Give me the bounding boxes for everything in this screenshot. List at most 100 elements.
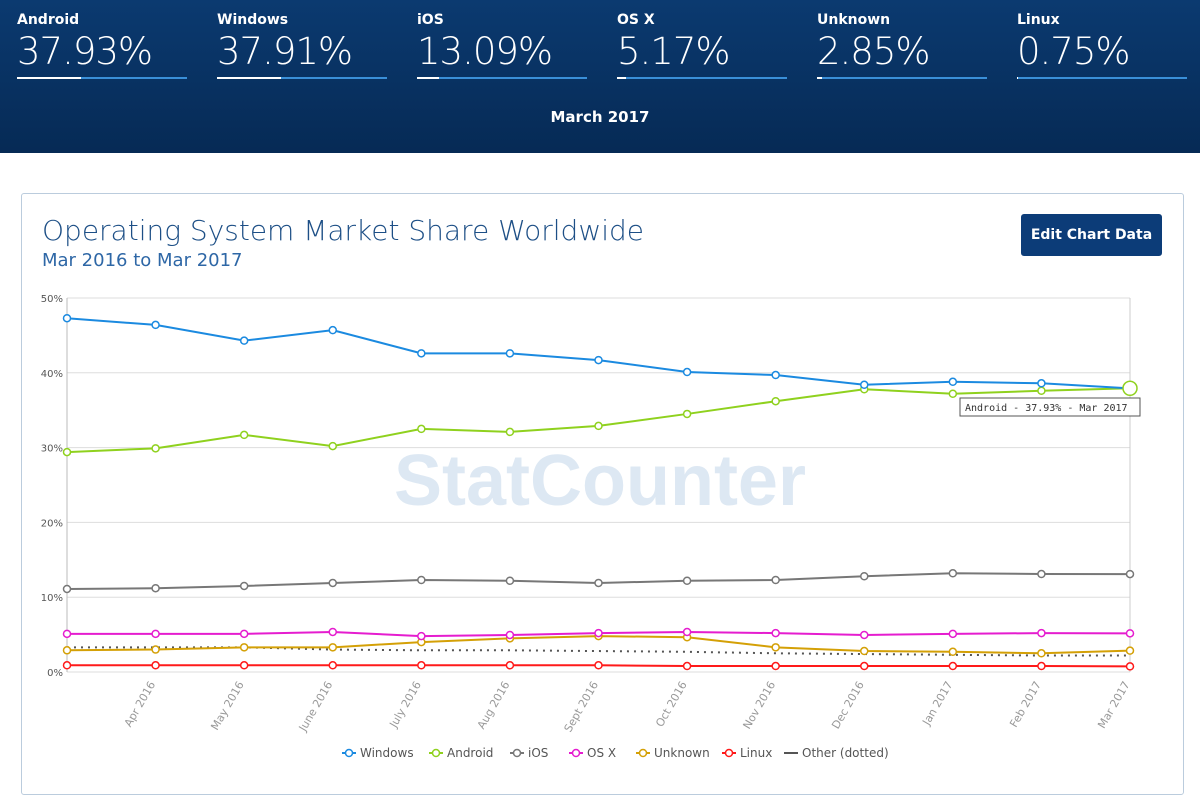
data-point[interactable] (328, 578, 337, 588)
chart-title: Operating System Market Share Worldwide (42, 214, 644, 247)
data-point[interactable] (860, 572, 869, 581)
stat-label: Windows (217, 12, 289, 28)
data-point[interactable] (151, 629, 160, 639)
data-point[interactable] (594, 628, 603, 638)
data-point[interactable] (594, 355, 603, 365)
stat-label: iOS (417, 12, 444, 28)
data-point[interactable] (771, 396, 780, 406)
legend-item[interactable]: Linux (722, 746, 772, 760)
stat-android[interactable]: Android 37.93% (17, 12, 187, 79)
data-point[interactable] (771, 643, 780, 652)
header-banner: Android 37.93% Windows 37.91% iOS 13.09%… (0, 0, 1200, 153)
legend-label: Linux (740, 746, 772, 760)
data-point[interactable] (151, 661, 160, 670)
data-point[interactable] (771, 661, 780, 671)
data-point[interactable] (948, 569, 958, 578)
data-point[interactable] (1037, 628, 1046, 638)
data-point[interactable] (505, 349, 515, 358)
data-point[interactable] (1125, 662, 1135, 671)
stat-linux[interactable]: Linux 0.75% (1017, 12, 1187, 79)
tooltip (959, 397, 1141, 417)
data-point[interactable] (328, 441, 337, 451)
data-point[interactable] (239, 336, 249, 345)
data-point[interactable] (1037, 649, 1046, 658)
data-point[interactable] (594, 661, 603, 670)
data-point[interactable] (151, 444, 160, 453)
legend-item[interactable]: Other (dotted) (784, 746, 889, 760)
data-point[interactable] (505, 427, 515, 437)
data-point[interactable] (948, 661, 958, 671)
data-point[interactable] (328, 627, 337, 637)
data-point[interactable] (860, 646, 869, 656)
data-point[interactable] (771, 370, 780, 380)
data-point[interactable] (417, 575, 426, 585)
data-point[interactable] (1125, 646, 1135, 655)
stat-unknown[interactable]: Unknown 2.85% (817, 12, 987, 79)
y-tick-label: 0% (47, 668, 63, 679)
data-point[interactable] (62, 584, 72, 594)
data-point[interactable] (860, 380, 869, 390)
data-point[interactable] (1037, 386, 1046, 396)
data-point[interactable] (1037, 661, 1046, 671)
legend-item[interactable]: iOS (510, 746, 548, 760)
data-point[interactable] (682, 627, 692, 637)
data-point[interactable] (948, 389, 958, 398)
stat-label: Android (17, 12, 80, 28)
data-point[interactable] (948, 647, 958, 657)
data-point[interactable] (594, 421, 603, 431)
stat-bar-fill (617, 77, 626, 79)
stat-bar (417, 77, 587, 79)
data-point[interactable] (1125, 629, 1135, 638)
data-point[interactable] (594, 578, 603, 588)
data-point[interactable] (417, 661, 426, 670)
series-line-windows (66, 317, 1131, 390)
legend-item[interactable]: Android (429, 746, 493, 760)
data-point[interactable] (62, 629, 72, 639)
legend-item[interactable]: Unknown (636, 746, 710, 760)
data-point[interactable] (771, 575, 780, 585)
stat-value: 37.93% (17, 30, 153, 73)
data-point[interactable] (151, 645, 160, 654)
data-point[interactable] (328, 643, 337, 652)
stat-ios[interactable]: iOS 13.09% (417, 12, 587, 79)
data-point[interactable] (62, 313, 72, 323)
data-point[interactable] (505, 661, 515, 670)
stat-windows[interactable]: Windows 37.91% (217, 12, 387, 79)
data-point[interactable] (948, 377, 958, 387)
data-point[interactable] (62, 646, 72, 655)
stat-os-x[interactable]: OS X 5.17% (617, 12, 787, 79)
data-point[interactable] (948, 629, 958, 639)
data-point[interactable] (505, 576, 515, 585)
data-point[interactable] (239, 581, 249, 591)
data-point[interactable] (1037, 569, 1046, 579)
data-point[interactable] (62, 447, 72, 457)
data-point[interactable] (417, 631, 426, 641)
legend-item[interactable]: Windows (342, 746, 414, 760)
highlight-point (1122, 380, 1138, 397)
data-point[interactable] (682, 576, 692, 585)
data-point[interactable] (328, 325, 337, 335)
data-point[interactable] (417, 424, 426, 434)
data-point[interactable] (682, 661, 692, 671)
data-point[interactable] (1125, 569, 1135, 579)
data-point[interactable] (239, 629, 249, 639)
data-point[interactable] (682, 409, 692, 419)
data-point[interactable] (239, 430, 249, 440)
x-tick-label: Aug 2016 (475, 679, 513, 731)
data-point[interactable] (62, 661, 72, 670)
data-point[interactable] (151, 583, 160, 593)
data-point[interactable] (682, 367, 692, 377)
data-point[interactable] (860, 661, 869, 671)
data-point[interactable] (151, 320, 160, 330)
data-point[interactable] (860, 630, 869, 640)
data-point[interactable] (239, 661, 249, 670)
data-point[interactable] (328, 661, 337, 670)
legend-item[interactable]: OS X (569, 746, 616, 760)
data-point[interactable] (417, 349, 426, 358)
edit-chart-data-button[interactable]: Edit Chart Data (1021, 214, 1162, 256)
x-tick-label: Mar 2017 (1095, 679, 1132, 731)
data-point[interactable] (239, 643, 249, 652)
data-point[interactable] (771, 628, 780, 638)
data-point[interactable] (505, 630, 515, 640)
data-point[interactable] (1037, 379, 1046, 388)
